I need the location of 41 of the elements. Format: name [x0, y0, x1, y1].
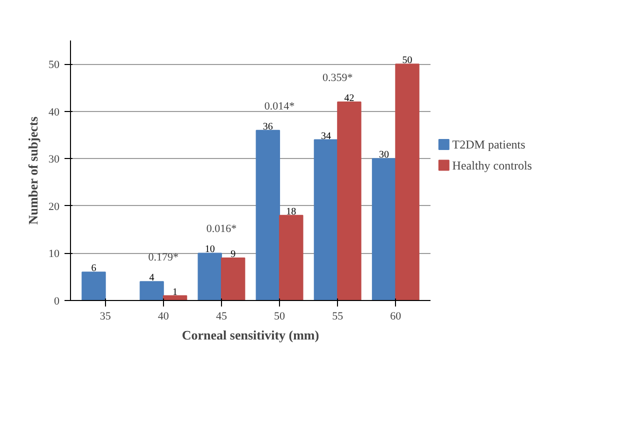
y-axis-title: Number of subjects	[26, 116, 40, 225]
data-label: 34	[320, 130, 331, 142]
data-label: 18	[286, 206, 296, 218]
x-tick-label: 60	[390, 310, 402, 322]
bar	[372, 158, 396, 300]
data-label: 6	[91, 263, 96, 274]
x-tick-label: 35	[100, 310, 112, 322]
annotation: 0.014*	[264, 100, 295, 112]
bar	[279, 214, 304, 300]
x-tick-label: 50	[274, 310, 286, 322]
data-label: 4	[149, 272, 154, 284]
bar	[314, 139, 338, 300]
y-tick-label: 30	[48, 154, 60, 166]
data-label: 9	[230, 248, 236, 260]
y-tick-label: 40	[48, 106, 60, 118]
annotation: 0.359*	[322, 72, 353, 84]
data-label: 1	[172, 286, 178, 298]
bar	[256, 130, 280, 300]
data-label: 36	[262, 121, 273, 132]
y-tick-label: 20	[48, 200, 60, 213]
annotation: 0.179*	[148, 252, 179, 264]
data-label: 10	[204, 244, 215, 256]
x-tick-label: 55	[332, 310, 344, 322]
x-tick-label: 45	[216, 310, 228, 322]
legend-label: Healthy controls	[452, 158, 532, 172]
bar	[198, 252, 222, 300]
bar	[220, 257, 246, 300]
y-tick-label: 10	[48, 248, 60, 260]
legend-label: T2DM patients	[452, 138, 526, 152]
data-label: 42	[344, 92, 354, 104]
y-tick-label: 50	[48, 59, 60, 72]
x-axis-title: Corneal sensitivity (mm)	[182, 328, 320, 342]
bar	[140, 281, 164, 300]
bar	[337, 101, 362, 300]
data-label: 30	[379, 150, 390, 161]
bar	[82, 272, 106, 300]
y-tick-label: 0	[54, 296, 60, 308]
x-tick-label: 40	[158, 310, 170, 322]
data-label: 50	[402, 55, 412, 66]
bar	[395, 64, 420, 300]
annotation: 0.016*	[206, 223, 237, 236]
